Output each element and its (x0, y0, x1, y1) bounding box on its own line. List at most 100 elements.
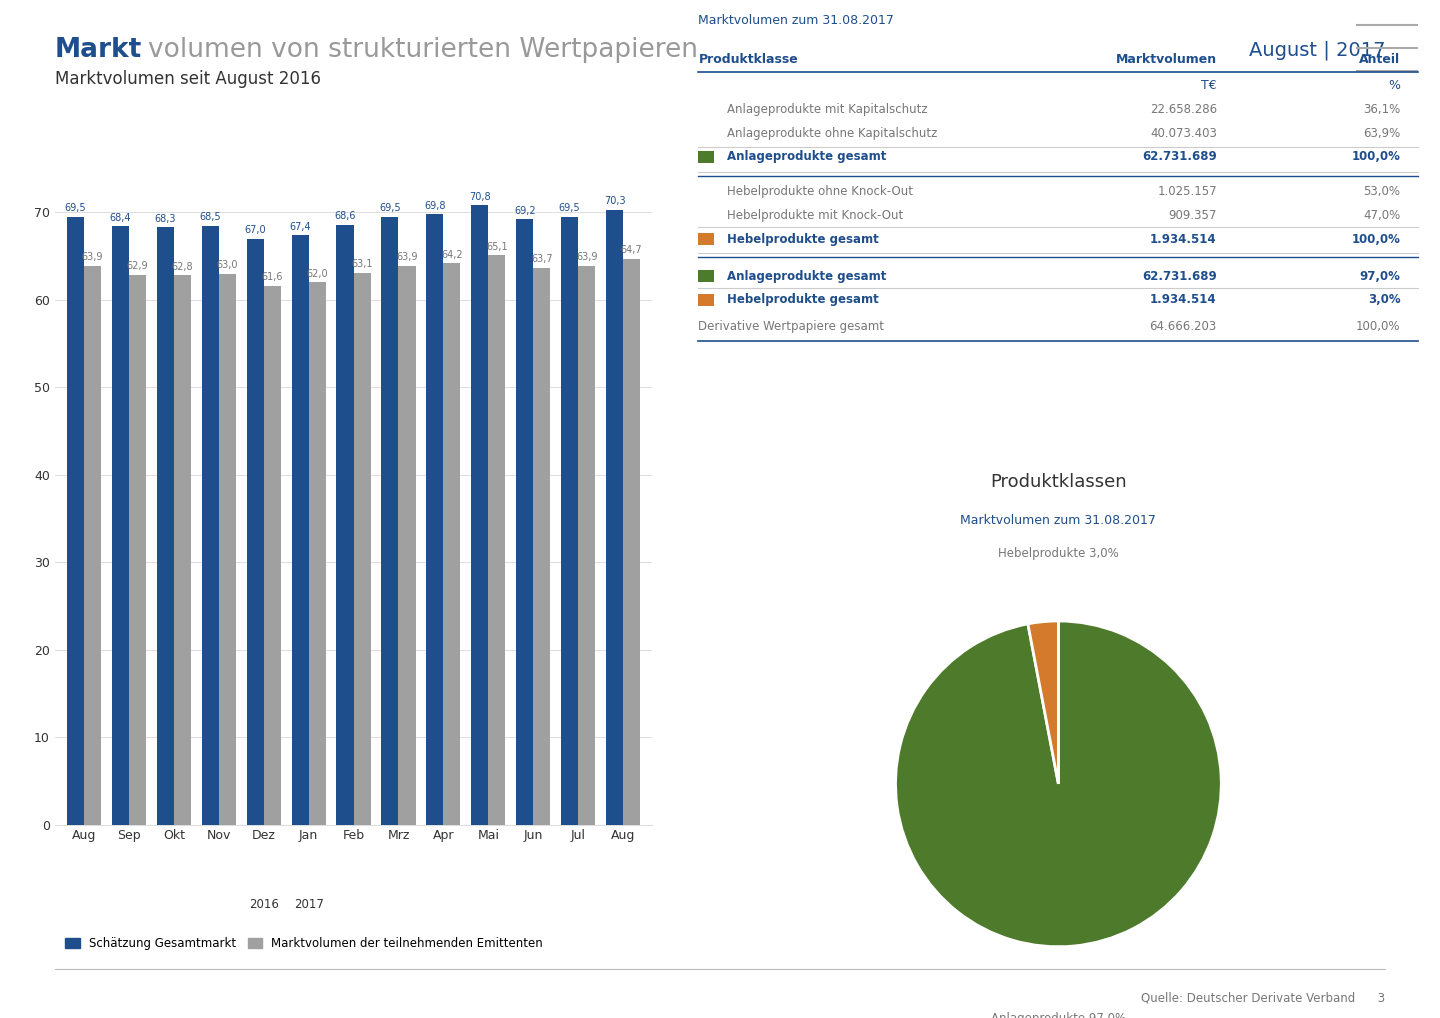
Text: T€: T€ (1201, 79, 1217, 92)
Text: 68,6: 68,6 (334, 211, 356, 221)
Text: volumen von strukturierten Wertpapieren: volumen von strukturierten Wertpapieren (148, 38, 698, 63)
Bar (246, 238, 264, 825)
Bar (516, 220, 533, 825)
Text: 68,3: 68,3 (154, 214, 176, 224)
Text: Anteil: Anteil (1359, 53, 1401, 65)
Bar (219, 274, 236, 825)
Bar (66, 217, 84, 825)
Text: 67,4: 67,4 (289, 222, 311, 232)
Bar (698, 233, 714, 245)
Text: 69,5: 69,5 (379, 204, 400, 214)
Text: 65,1: 65,1 (487, 242, 508, 251)
Bar (128, 275, 145, 825)
Text: 22.658.286: 22.658.286 (1149, 103, 1217, 116)
Wedge shape (1028, 621, 1058, 784)
Text: 40.073.403: 40.073.403 (1151, 126, 1217, 139)
Text: Marktvolumen seit August 2016: Marktvolumen seit August 2016 (55, 70, 321, 89)
Text: 63,7: 63,7 (531, 254, 553, 264)
Text: 100,0%: 100,0% (1356, 320, 1401, 333)
Text: 62,0: 62,0 (307, 269, 328, 279)
Bar (308, 282, 325, 825)
Text: Hebelprodukte 3,0%: Hebelprodukte 3,0% (998, 547, 1119, 560)
Text: 2016: 2016 (249, 898, 278, 911)
Bar (337, 225, 353, 825)
Bar (579, 266, 595, 825)
Text: 70,8: 70,8 (469, 192, 491, 202)
Text: Produktklassen: Produktklassen (991, 472, 1126, 491)
Text: 100,0%: 100,0% (1352, 151, 1401, 164)
Text: Quelle: Deutscher Derivate Verband      3: Quelle: Deutscher Derivate Verband 3 (1140, 992, 1385, 1005)
Bar (84, 266, 101, 825)
Text: 1.934.514: 1.934.514 (1151, 232, 1217, 245)
Bar (157, 227, 174, 825)
Text: 47,0%: 47,0% (1364, 209, 1401, 222)
Text: 62,9: 62,9 (127, 261, 148, 271)
Bar (382, 217, 399, 825)
Text: %: % (1388, 79, 1401, 92)
Text: 97,0%: 97,0% (1359, 270, 1401, 283)
Text: Anlageprodukte gesamt: Anlageprodukte gesamt (727, 151, 887, 164)
Bar (624, 259, 641, 825)
Text: 3,0%: 3,0% (1368, 293, 1401, 306)
Text: Hebelprodukte gesamt: Hebelprodukte gesamt (727, 232, 878, 245)
Bar (426, 214, 444, 825)
Bar (353, 273, 370, 825)
Bar (399, 266, 416, 825)
Bar (174, 276, 192, 825)
Text: 1.934.514: 1.934.514 (1151, 293, 1217, 306)
Legend: Schätzung Gesamtmarkt, Marktvolumen der teilnehmenden Emittenten: Schätzung Gesamtmarkt, Marktvolumen der … (60, 932, 549, 955)
Text: 63,9: 63,9 (82, 252, 104, 263)
Text: 64,2: 64,2 (441, 249, 462, 260)
Bar (202, 226, 219, 825)
Text: 67,0: 67,0 (245, 225, 266, 235)
Text: 100,0%: 100,0% (1352, 232, 1401, 245)
Text: 70,3: 70,3 (603, 196, 625, 207)
Bar (698, 270, 714, 282)
Text: 64.666.203: 64.666.203 (1149, 320, 1217, 333)
Bar (264, 286, 281, 825)
Text: Marktvolumen zum 31.08.2017: Marktvolumen zum 31.08.2017 (960, 514, 1156, 527)
Text: 69,2: 69,2 (514, 206, 536, 216)
Text: 909.357: 909.357 (1168, 209, 1217, 222)
Text: 1.025.157: 1.025.157 (1158, 185, 1217, 197)
Text: Anlageprodukte ohne Kapitalschutz: Anlageprodukte ohne Kapitalschutz (727, 126, 937, 139)
Text: Hebelprodukte mit Knock-Out: Hebelprodukte mit Knock-Out (727, 209, 903, 222)
Text: 69,8: 69,8 (425, 201, 445, 211)
Text: 63,9%: 63,9% (1364, 126, 1401, 139)
Bar (471, 206, 488, 825)
Text: 63,0: 63,0 (216, 261, 238, 270)
Text: 69,5: 69,5 (559, 204, 580, 214)
Bar (533, 268, 550, 825)
Text: 63,1: 63,1 (351, 260, 373, 270)
Text: 69,5: 69,5 (65, 204, 86, 214)
Text: 64,7: 64,7 (621, 245, 642, 256)
Text: Marktvolumen: Marktvolumen (1116, 53, 1217, 65)
Text: Produktklasse: Produktklasse (698, 53, 798, 65)
Text: 2017: 2017 (294, 898, 324, 911)
Text: Derivative Wertpapiere gesamt: Derivative Wertpapiere gesamt (698, 320, 884, 333)
Text: 63,9: 63,9 (576, 252, 598, 263)
Bar (112, 226, 128, 825)
Text: 62.731.689: 62.731.689 (1142, 270, 1217, 283)
Bar (562, 217, 579, 825)
Text: Anlageprodukte mit Kapitalschutz: Anlageprodukte mit Kapitalschutz (727, 103, 927, 116)
Text: 68,4: 68,4 (109, 213, 131, 223)
Text: Anlageprodukte gesamt: Anlageprodukte gesamt (727, 270, 887, 283)
Text: Marktvolumen zum 31.08.2017: Marktvolumen zum 31.08.2017 (698, 14, 894, 27)
Text: Markt: Markt (55, 38, 143, 63)
Text: Anlageprodukte 97,0%: Anlageprodukte 97,0% (991, 1012, 1126, 1018)
Text: 62.731.689: 62.731.689 (1142, 151, 1217, 164)
Text: 36,1%: 36,1% (1364, 103, 1401, 116)
Bar (698, 294, 714, 305)
Text: 63,9: 63,9 (396, 252, 418, 263)
Bar (606, 210, 624, 825)
Text: 68,5: 68,5 (199, 212, 220, 222)
Bar (698, 151, 714, 163)
Bar (444, 264, 461, 825)
Text: Hebelprodukte ohne Knock-Out: Hebelprodukte ohne Knock-Out (727, 185, 913, 197)
Text: 61,6: 61,6 (262, 273, 282, 282)
Text: 53,0%: 53,0% (1364, 185, 1401, 197)
Bar (488, 256, 505, 825)
Bar (291, 235, 308, 825)
Text: 62,8: 62,8 (171, 262, 193, 272)
